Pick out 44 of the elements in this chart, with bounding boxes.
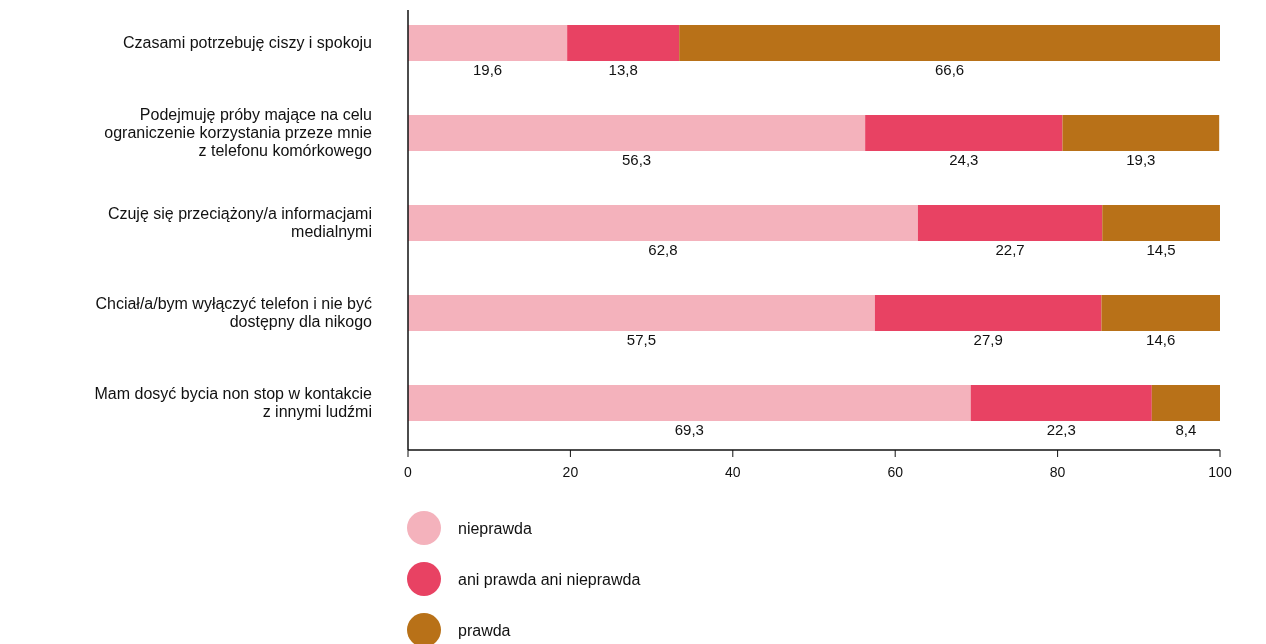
bar xyxy=(874,295,1102,331)
legend-label: ani prawda ani nieprawda xyxy=(458,571,641,588)
data-label: 22,7 xyxy=(995,241,1025,258)
data-label: 22,3 xyxy=(1046,421,1076,438)
legend-label: nieprawda xyxy=(458,520,532,537)
data-label: 19,6 xyxy=(472,61,503,78)
y-tick-label: Podejmuję próby mające na celu ograniczenie korzystania przeze mnie z telefonu komórkowego xyxy=(104,106,373,159)
bar xyxy=(408,205,918,241)
data-label: 24,3 xyxy=(949,151,979,168)
data-label: 69,3 xyxy=(674,421,704,438)
bar xyxy=(408,295,875,331)
legend-label: prawda xyxy=(458,622,511,639)
data-label: 13,8 xyxy=(608,61,638,78)
data-label: 14,6 xyxy=(1146,331,1176,348)
bar xyxy=(408,25,568,61)
bar xyxy=(1062,115,1220,151)
bar xyxy=(408,385,971,421)
x-tick-label: 20 xyxy=(562,464,579,480)
x-tick-label: 100 xyxy=(1208,464,1232,480)
bar xyxy=(865,115,1063,151)
x-tick-label: 0 xyxy=(404,464,413,480)
bar xyxy=(1151,385,1220,421)
bar xyxy=(1101,295,1220,331)
data-label: 57,5 xyxy=(626,331,657,348)
data-label: 56,3 xyxy=(621,151,652,168)
bar xyxy=(1102,205,1220,241)
data-label: 62,8 xyxy=(648,241,678,258)
y-tick-label: Czasami potrzebuję ciszy i spokoju xyxy=(123,34,372,51)
bar xyxy=(408,115,866,151)
data-label: 66,6 xyxy=(935,61,965,78)
data-label: 14,5 xyxy=(1146,241,1176,258)
x-tick-label: 40 xyxy=(725,464,741,480)
bar xyxy=(679,25,1220,61)
data-label: 19,3 xyxy=(1126,151,1156,168)
y-tick-label: Czuję się przeciążony/a informacjami medialnymi xyxy=(107,205,372,240)
data-label: 8,4 xyxy=(1175,421,1197,438)
bar xyxy=(970,385,1152,421)
x-tick-label: 60 xyxy=(887,464,904,480)
bar xyxy=(917,205,1103,241)
bar xyxy=(567,25,680,61)
data-label: 27,9 xyxy=(973,331,1003,348)
x-tick-label: 80 xyxy=(1049,464,1066,480)
y-tick-label: Mam dosyć bycia non stop w kontakcie z innymi ludźmi xyxy=(94,385,373,420)
y-tick-label: Chciał/a/bym wyłączyć telefon i nie być dostępny dla nikogo xyxy=(95,295,373,330)
